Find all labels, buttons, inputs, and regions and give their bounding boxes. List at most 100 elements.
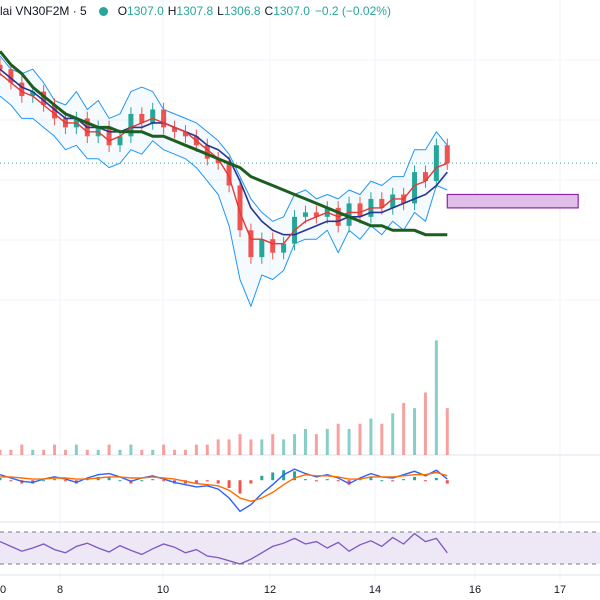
volume-bar <box>434 340 438 455</box>
macd-histogram-bar <box>413 476 417 481</box>
macd-histogram-bar <box>293 471 297 481</box>
volume-bar <box>0 449 2 455</box>
volume-bar <box>173 449 177 455</box>
macd-signal-line <box>0 471 448 503</box>
macd-histogram-bar <box>0 478 2 481</box>
close-key: C <box>264 4 274 18</box>
rsi-line <box>0 532 448 565</box>
macd-histogram-bar <box>151 479 155 481</box>
candle-body <box>270 239 276 253</box>
volume-bar <box>260 439 264 455</box>
volume-bar <box>413 408 417 455</box>
volume-bar <box>391 413 395 455</box>
open-key: O <box>117 4 128 18</box>
volume-bar <box>53 444 57 455</box>
volume-bar <box>162 444 166 455</box>
x-axis-tick-label: 10 <box>157 584 169 596</box>
volume-bar <box>238 434 242 455</box>
volume-bar <box>369 418 373 455</box>
candle-body <box>237 185 243 231</box>
macd-histogram-bar <box>205 480 209 482</box>
low-key: L <box>217 4 224 18</box>
volume-bar <box>183 449 187 455</box>
macd-histogram-bar <box>118 480 122 482</box>
candle-body <box>204 145 210 159</box>
volume-bar <box>336 423 340 455</box>
candle-body <box>128 113 134 137</box>
ma-fast-line <box>0 73 448 245</box>
volume-bar <box>314 434 318 455</box>
volume-bar <box>118 449 122 455</box>
candle-body <box>281 243 287 253</box>
volume-bar <box>227 439 231 455</box>
macd-histogram-bar <box>227 480 231 488</box>
candle-body <box>259 239 265 258</box>
x-axis-tick-label: 20 <box>0 584 6 596</box>
low-value: 1306.8 <box>223 4 261 18</box>
candle-body <box>357 203 363 217</box>
macd-histogram-bar <box>260 475 264 481</box>
candle-body <box>52 105 58 119</box>
macd-histogram-bar <box>140 480 144 482</box>
macd-histogram-bar <box>42 480 46 482</box>
macd-histogram-bar <box>63 480 67 482</box>
volume-bar <box>107 444 111 455</box>
macd-histogram-bar <box>434 478 438 481</box>
candle-body <box>172 127 178 132</box>
macd-histogram-bar <box>162 480 166 482</box>
volume-bar <box>31 449 35 455</box>
macd-histogram-bar <box>314 480 318 482</box>
volume-bar <box>402 402 406 455</box>
macd-histogram-bar <box>369 476 373 481</box>
volume-bar <box>20 444 24 455</box>
candle-body <box>8 69 14 83</box>
macd-histogram-bar <box>347 480 351 485</box>
x-axis-tick-label: 14 <box>369 584 381 596</box>
volume-bar <box>151 449 155 455</box>
volume-bar <box>249 439 253 455</box>
candle-body <box>0 64 3 70</box>
volume-bar <box>194 444 198 455</box>
macd-histogram-bar <box>271 472 275 481</box>
macd-histogram-bar <box>303 479 307 481</box>
candle-body <box>150 109 156 123</box>
volume-bar <box>129 444 133 455</box>
volume-bar <box>74 444 78 455</box>
macd-histogram-bar <box>336 480 340 482</box>
candle-body <box>313 212 319 217</box>
candle-body <box>346 203 352 226</box>
bollinger-band-fill <box>0 55 448 307</box>
change-value: −0.2 (−0.02%) <box>314 4 391 18</box>
volume-bar <box>205 444 209 455</box>
macd-histogram-bar <box>391 480 395 482</box>
macd-histogram-bar <box>9 480 13 482</box>
volume-bar <box>140 449 144 455</box>
volume-bar <box>96 449 100 455</box>
candle-body <box>422 172 428 182</box>
macd-histogram-bar <box>380 480 384 482</box>
macd-line <box>0 468 448 513</box>
macd-histogram-bar <box>53 479 57 481</box>
bollinger-upper-line <box>0 55 448 222</box>
candle-body <box>215 158 221 164</box>
candle-body <box>302 212 308 217</box>
close-value: 1307.0 <box>273 4 310 18</box>
macd-histogram-bar <box>423 480 427 482</box>
candle-body <box>19 82 25 97</box>
candle-body <box>433 145 439 182</box>
volume-bar <box>85 449 89 455</box>
candle-body <box>444 145 450 164</box>
macd-histogram-bar <box>249 480 253 484</box>
volume-bar <box>380 423 384 455</box>
symbol-label[interactable]: lai VN30F2M · 5 <box>0 4 87 18</box>
candle-body <box>379 198 385 208</box>
volume-bar <box>423 392 427 455</box>
volume-bar <box>445 408 449 455</box>
rsi-band <box>0 532 600 564</box>
macd-histogram-bar <box>325 479 329 481</box>
x-axis-tick-label: 16 <box>469 584 481 596</box>
candle-body <box>139 113 145 123</box>
volume-bar <box>325 428 329 455</box>
high-key: H <box>167 4 177 18</box>
